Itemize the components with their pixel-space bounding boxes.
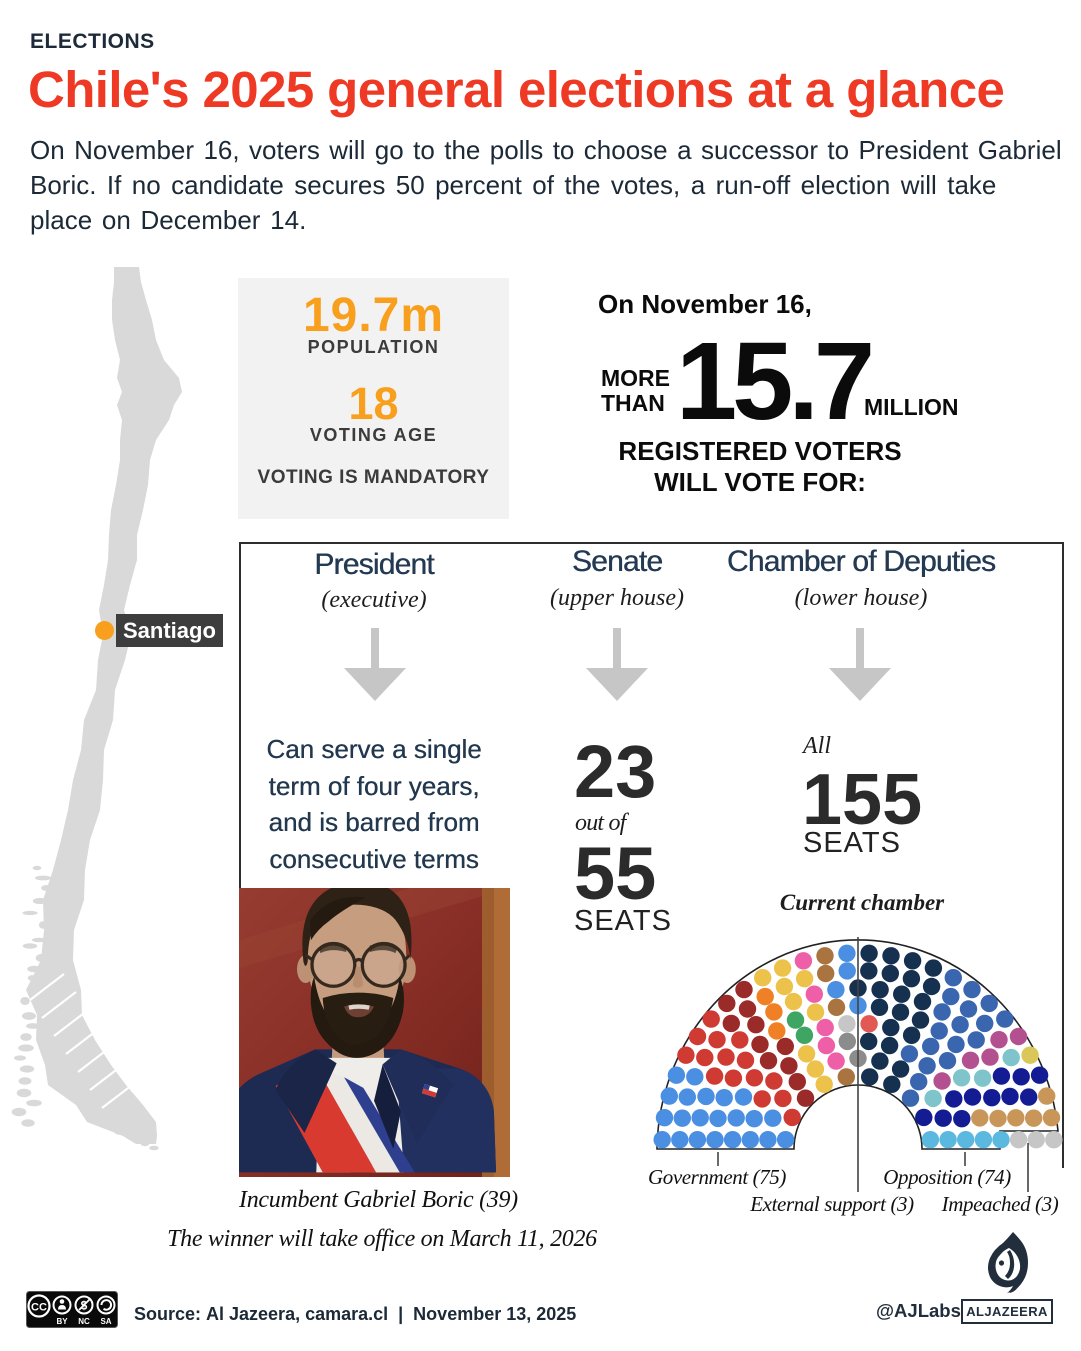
svg-text:CC: CC	[31, 1302, 47, 1314]
svg-text:BY: BY	[56, 1317, 68, 1326]
svg-text:NC: NC	[78, 1317, 90, 1326]
svg-text:SA: SA	[100, 1317, 111, 1326]
